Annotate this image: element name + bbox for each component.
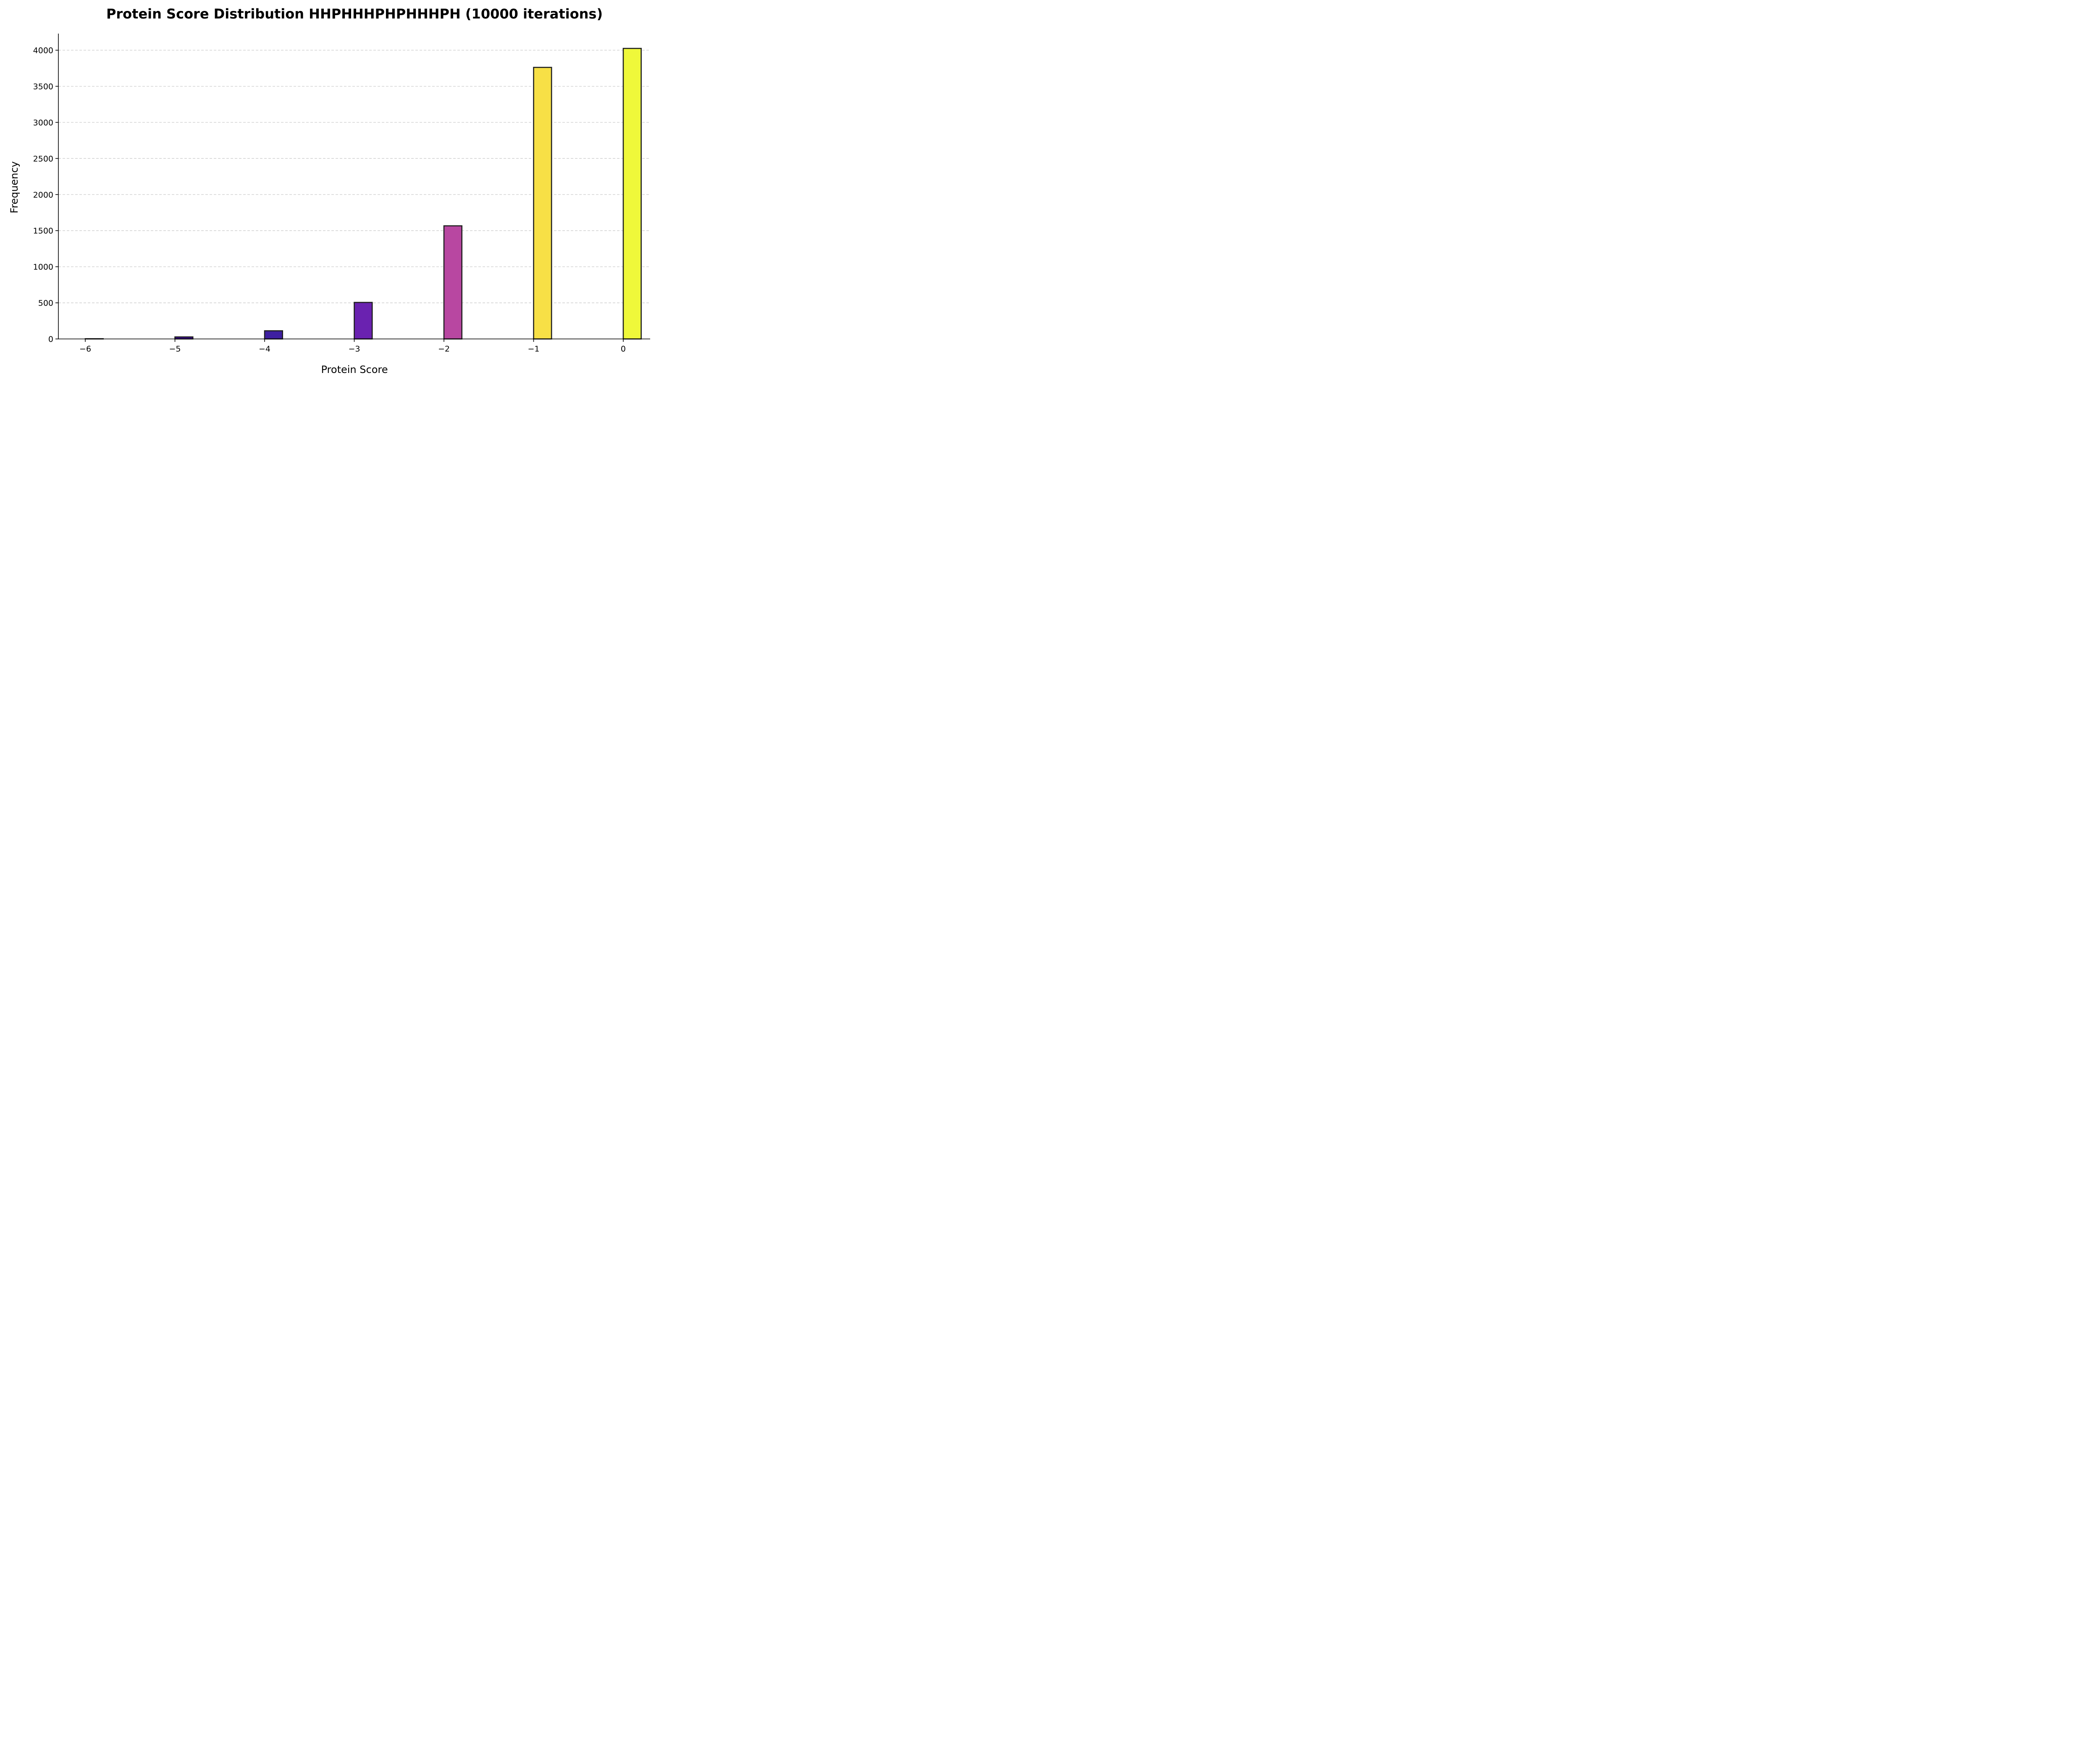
bar [622,47,642,340]
y-tick-label: 3000 [33,118,53,127]
y-tick-label: 0 [48,335,53,344]
y-tick-label: 2500 [33,154,53,163]
x-tick-label: −5 [169,344,181,354]
x-tick-label: −3 [348,344,360,354]
x-tick-label: −1 [528,344,539,354]
y-tick-label: 2000 [33,190,53,200]
x-axis-label: Protein Score [321,364,388,375]
y-tick-label: 1000 [33,262,53,272]
y-ticks: 0 500 1000 1500 2000 2500 3000 3500 4000 [33,46,58,344]
y-tick-label: 4000 [33,46,53,55]
bar [354,302,373,340]
y-tick-label: 3500 [33,82,53,91]
y-tick-label: 500 [38,299,53,308]
x-tick-label: −6 [79,344,91,354]
bar [264,330,284,340]
x-tick-label: 0 [621,344,626,354]
bar [443,225,462,340]
x-tick-label: −4 [259,344,270,354]
y-axis-label: Frequency [8,161,20,213]
chart-title: Protein Score Distribution HHPHHHPHPHHHP… [106,6,603,22]
grid-lines [58,50,650,303]
bars [84,47,642,340]
histogram-chart: −6 −5 −4 −3 −2 −1 0 0 500 1000 1500 2000 2500 3000 35… [8,6,650,375]
y-tick-label: 1500 [33,226,53,236]
bar [533,67,552,340]
x-tick-label: −2 [438,344,450,354]
chart-container: −6 −5 −4 −3 −2 −1 0 0 500 1000 1500 2000 2500 3000 35… [0,0,659,384]
x-ticks: −6 −5 −4 −3 −2 −1 0 [79,339,626,354]
axes [58,34,650,339]
